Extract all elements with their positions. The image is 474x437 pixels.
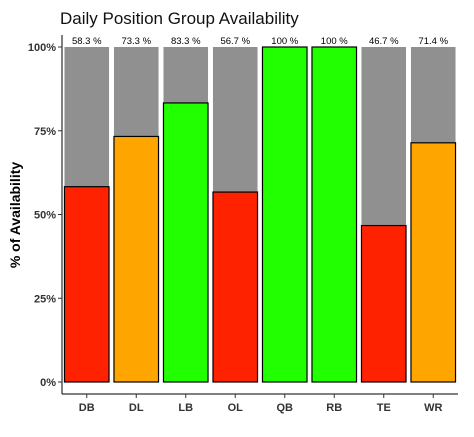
y-tick-label-50: 50% [34,210,56,222]
y-axis-label: % of Availability [7,162,23,269]
bar-te [360,224,407,383]
data-label-dl: 73.3 % [121,36,151,47]
data-label-qb: 100 % [271,36,298,47]
data-label-wr: 71.4 % [418,36,448,47]
bar-wr [410,142,457,383]
y-tick-label-25: 25% [34,293,56,305]
bar-qb [261,46,308,383]
data-label-db: 58.3 % [72,36,102,47]
data-label-ol: 56.7 % [220,36,250,47]
x-tick-label-ol: OL [228,402,244,414]
bar-ol [212,191,259,383]
x-ticks: DB DL LB OL QB RB TE WR [79,394,442,414]
y-tick-label-100: 100% [28,42,56,54]
data-label-te: 46.7 % [369,36,399,47]
data-label-rb: 100 % [321,36,348,47]
bar-db [63,186,110,383]
x-tick-label-lb: LB [178,402,193,414]
x-tick-label-wr: WR [424,402,442,414]
y-ticks: 0% 25% 50% 75% 100% [28,42,62,389]
x-tick-label-te: TE [377,402,391,414]
x-tick-label-rb: RB [326,402,342,414]
x-tick-label-qb: QB [277,402,294,414]
value-bars [63,46,457,383]
y-tick-label-0: 0% [40,377,56,389]
chart-title: Daily Position Group Availability [60,9,299,28]
data-label-lb: 83.3 % [171,36,201,47]
bar-rb [311,46,358,383]
x-tick-label-dl: DL [129,402,144,414]
bar-dl [113,135,160,383]
y-tick-label-75: 75% [34,126,56,138]
x-tick-label-db: DB [79,402,95,414]
data-labels: 58.3 % 73.3 % 83.3 % 56.7 % 100 % 100 % 46.7 %… [72,36,449,47]
bar-lb [162,102,209,383]
